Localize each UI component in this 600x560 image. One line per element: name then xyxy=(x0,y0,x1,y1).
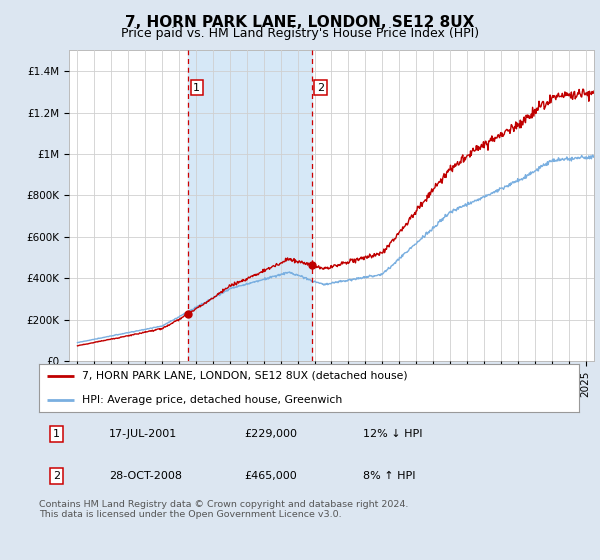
Text: £229,000: £229,000 xyxy=(244,429,297,439)
Text: HPI: Average price, detached house, Greenwich: HPI: Average price, detached house, Gree… xyxy=(82,395,343,405)
Text: 1: 1 xyxy=(53,429,61,439)
Text: Price paid vs. HM Land Registry's House Price Index (HPI): Price paid vs. HM Land Registry's House … xyxy=(121,27,479,40)
Text: 2: 2 xyxy=(53,471,61,481)
Text: 17-JUL-2001: 17-JUL-2001 xyxy=(109,429,178,439)
Text: 1: 1 xyxy=(193,83,200,93)
Text: 28-OCT-2008: 28-OCT-2008 xyxy=(109,471,182,481)
Text: 7, HORN PARK LANE, LONDON, SE12 8UX: 7, HORN PARK LANE, LONDON, SE12 8UX xyxy=(125,15,475,30)
Text: 7, HORN PARK LANE, LONDON, SE12 8UX (detached house): 7, HORN PARK LANE, LONDON, SE12 8UX (det… xyxy=(82,371,408,381)
Bar xyxy=(188,50,311,361)
Text: 12% ↓ HPI: 12% ↓ HPI xyxy=(363,429,422,439)
Text: £465,000: £465,000 xyxy=(244,471,297,481)
Text: 8% ↑ HPI: 8% ↑ HPI xyxy=(363,471,415,481)
Text: 2: 2 xyxy=(317,83,324,93)
Text: Contains HM Land Registry data © Crown copyright and database right 2024.
This d: Contains HM Land Registry data © Crown c… xyxy=(39,500,409,519)
